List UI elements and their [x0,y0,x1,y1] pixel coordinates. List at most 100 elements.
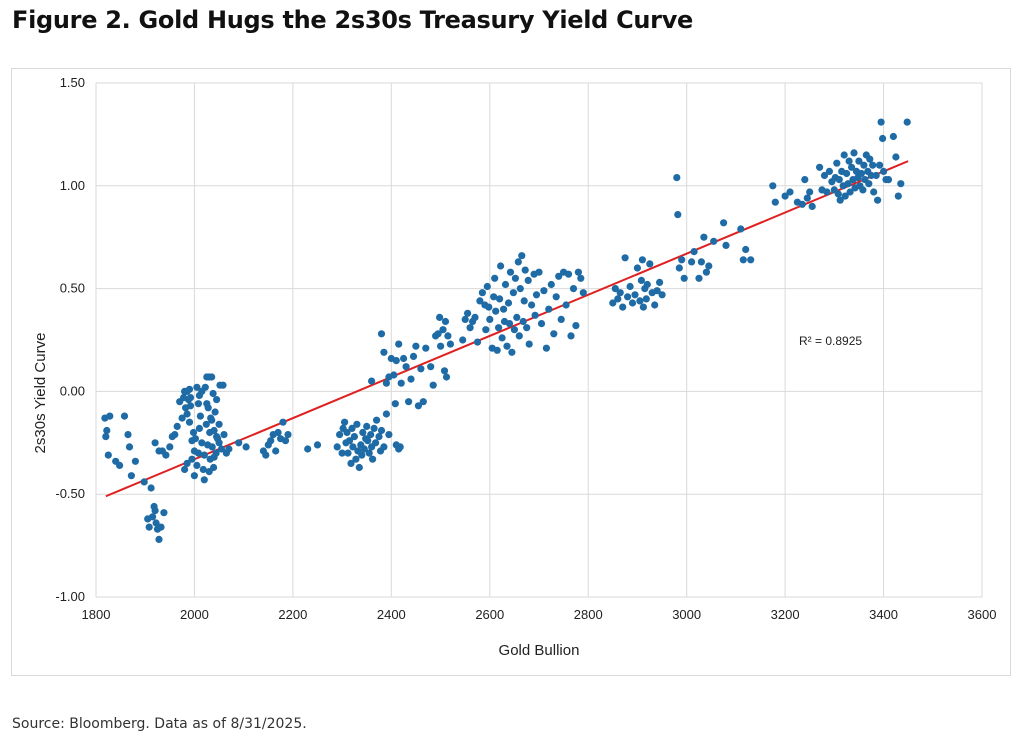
data-point [476,297,484,305]
data-point [626,282,634,291]
data-point [461,315,469,323]
data-point [392,357,400,365]
y-tick-label: -1.00 [55,589,85,604]
data-point [892,153,900,161]
data-point [193,383,201,391]
data-point [405,398,413,406]
data-point [382,410,390,418]
data-point [510,326,518,334]
data-point [482,326,490,334]
data-point [874,196,882,204]
data-point [345,437,354,445]
data-point [486,315,494,323]
data-point [631,291,639,299]
data-point [375,433,383,441]
data-point [201,383,209,391]
x-tick-label: 3200 [771,607,800,622]
data-point [816,163,824,171]
data-point [210,453,218,461]
data-point [572,322,580,330]
data-point [208,416,216,424]
data-point [217,445,226,453]
data-point [464,309,472,317]
data-point [834,190,842,198]
data-point [162,451,170,459]
y-tick-label: 0.50 [60,281,85,296]
data-point [343,428,351,437]
chart-frame: 1800 2000 2200 2400 2600 2800 3000 3200 3400 3600… [11,68,1011,676]
data-point [151,507,159,515]
data-point [380,443,388,451]
data-point [737,225,745,233]
data-point [183,459,191,467]
data-point [220,431,228,439]
data-point [213,433,221,441]
data-point [439,326,447,334]
data-point [104,451,112,459]
data-point [769,182,777,190]
data-point [199,465,207,474]
scatter-chart: 1800 2000 2200 2400 2600 2800 3000 3200 3400 3600… [32,75,996,659]
data-point [272,447,280,455]
data-point [547,280,555,289]
data-point [225,445,233,453]
data-point [557,315,565,323]
data-point [205,468,213,476]
data-point [483,282,491,291]
data-point [395,340,403,348]
data-point [106,412,114,420]
data-point [678,256,686,264]
data-point [186,402,195,410]
data-point [643,280,651,289]
data-point [542,344,551,352]
trendline-group [105,160,909,498]
data-point [478,289,486,297]
data-point [186,394,195,402]
data-point [516,285,524,293]
data-point [876,161,884,169]
data-point [262,451,270,459]
data-point [352,455,360,463]
data-point [722,241,730,249]
data-point [485,303,493,311]
data-point [532,291,541,299]
x-tick-label: 2800 [574,607,603,622]
data-point [385,431,393,439]
data-point [894,192,902,200]
data-point [338,449,346,457]
data-point [194,400,202,408]
tick-labels: 1800 2000 2200 2400 2600 2800 3000 3200 3400 3600… [55,75,996,622]
data-point [473,338,482,346]
data-point [377,426,386,435]
data-point [209,389,217,398]
data-point [493,346,501,354]
data-point [195,424,203,432]
data-point [149,513,157,521]
data-point [840,151,848,159]
data-point [636,297,644,305]
data-point [124,431,132,439]
data-point [355,463,363,472]
gridlines [95,82,983,598]
data-point [490,293,498,301]
y-tick-label: 0.00 [60,383,85,398]
data-points [101,118,911,543]
data-point [279,418,287,426]
data-point [103,426,111,435]
data-point [440,367,449,375]
data-point [690,248,698,256]
data-point [515,332,523,340]
data-point [396,443,404,451]
data-point [889,132,898,141]
data-point [284,431,292,439]
data-point [444,332,452,340]
data-point [820,171,829,180]
data-point [178,414,186,422]
data-point [349,443,357,451]
data-point [380,348,388,356]
data-point [520,297,528,305]
data-point [188,437,196,445]
data-point [198,439,206,447]
data-point [786,188,794,196]
data-point [860,161,868,169]
